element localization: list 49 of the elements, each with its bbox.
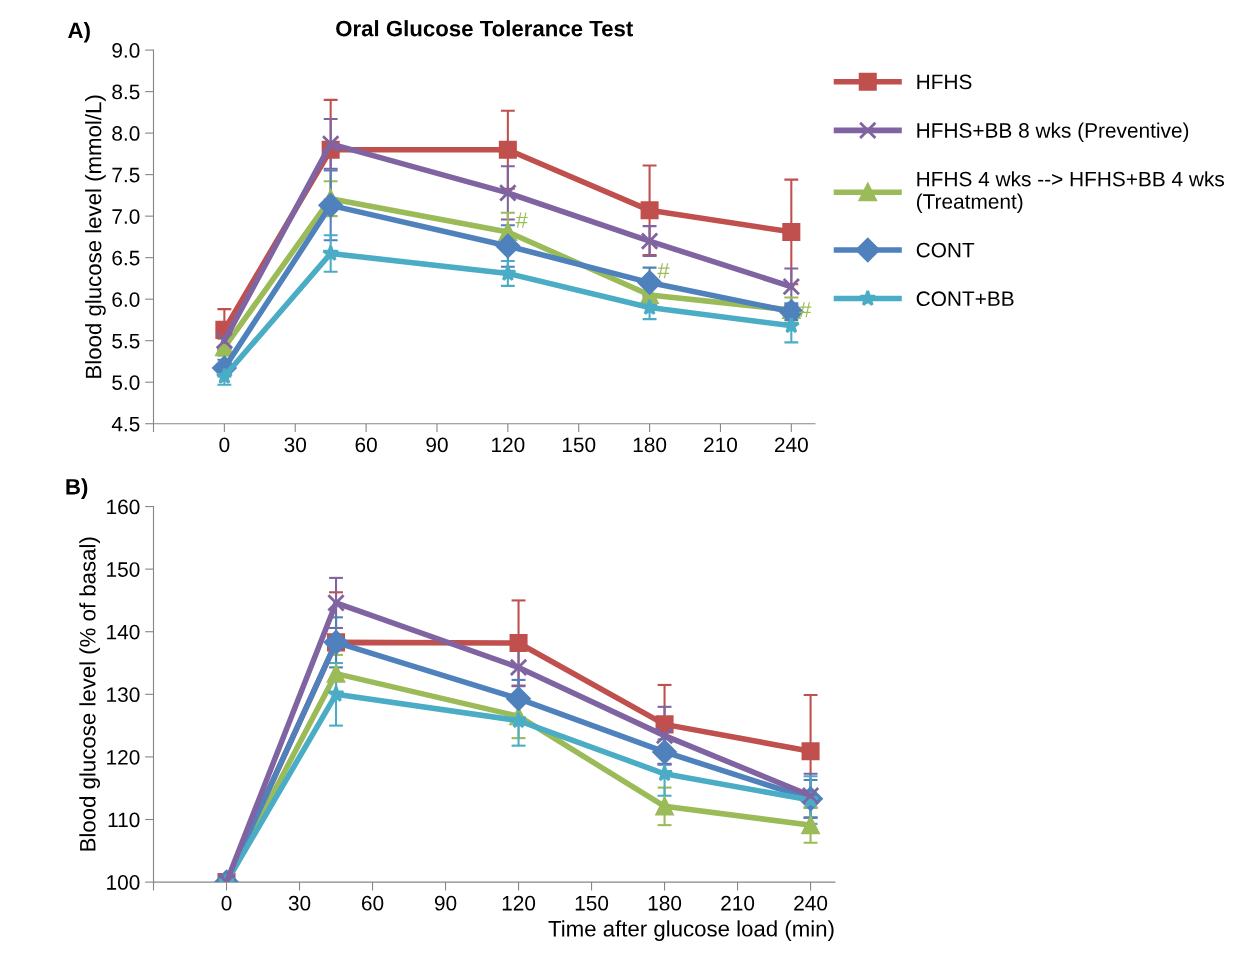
x-tick-label: 120: [502, 895, 536, 911]
y-tick-label: 6.5: [112, 250, 140, 266]
y-tick-label: 130: [107, 687, 140, 703]
legend-label: CONT+BB: [916, 291, 1014, 307]
legend-label: HFHS+BB 8 wks (Preventive): [917, 122, 1189, 142]
x-tick-label: 30: [284, 437, 307, 453]
y-tick-label: 6.0: [112, 292, 140, 307]
x-tick-label: 180: [648, 895, 682, 911]
text: B): [66, 478, 88, 500]
x-tick-label: 60: [362, 895, 384, 911]
y-tick-label: 8.5: [112, 84, 140, 100]
x-axis-title: Time after glucose load (min): [548, 920, 834, 941]
y-tick-label: 4.5: [111, 416, 140, 432]
annotation: #: [657, 263, 670, 279]
y-tick-label: 110: [108, 812, 140, 828]
x-tick-label: 0: [219, 437, 230, 453]
x-tick-label: 240: [794, 895, 828, 911]
x-tick-label: 210: [721, 895, 755, 911]
x-tick-label: 0: [221, 895, 232, 911]
x-tick-label: 210: [704, 437, 738, 453]
x-tick-label: 30: [288, 895, 311, 911]
y-tick-label: 140: [107, 624, 140, 640]
annotation: #: [515, 212, 528, 228]
text: A): [68, 21, 90, 43]
y-tick-label: 7.5: [112, 167, 140, 183]
x-tick-label: 60: [355, 437, 377, 453]
y-tick-label: 160: [107, 499, 140, 515]
x-tick-label: 90: [426, 437, 448, 453]
y-tick-label: 8.0: [112, 126, 140, 141]
x-tick-label: 150: [562, 437, 596, 453]
y-tick-label: 5.0: [112, 375, 140, 390]
x-tick-label: 180: [633, 437, 667, 453]
annotation: #: [799, 302, 812, 318]
legend-label: HFHS 4 wks --> HFHS+BB 4 wks (Treatment): [916, 171, 1224, 213]
y-tick-label: 150: [107, 562, 140, 577]
y-axis-title: Blood glucose level (% of basal): [79, 537, 100, 851]
y-tick-label: 9.0: [112, 43, 140, 58]
chart-title: Oral Glucose Tolerance Test: [336, 20, 633, 37]
legend-label: HFHS: [917, 74, 972, 90]
legend-label: CONT: [916, 242, 975, 258]
y-tick-label: 5.5: [112, 333, 140, 349]
x-tick-label: 120: [492, 437, 525, 453]
y-axis-title: Blood glucose level (mmol/L): [85, 95, 106, 378]
y-tick-label: 120: [107, 749, 140, 765]
x-tick-label: 150: [575, 895, 609, 911]
x-tick-label: 90: [434, 895, 457, 911]
y-tick-label: 100: [107, 875, 140, 890]
y-tick-label: 7.0: [112, 209, 140, 224]
x-tick-label: 240: [774, 437, 808, 453]
